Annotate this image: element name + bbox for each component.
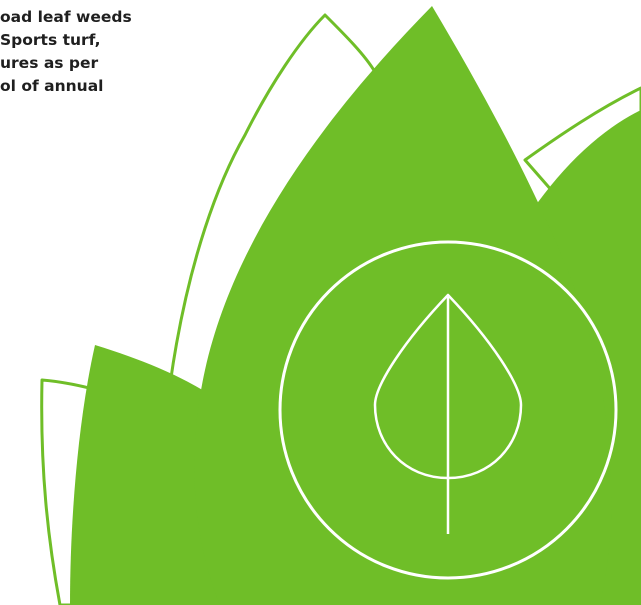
- description-line-3: ures as per: [0, 54, 99, 72]
- description-text: oad leaf weeds Sports turf, ures as per …: [0, 6, 300, 98]
- description-line-4: ol of annual: [0, 77, 104, 95]
- icon-circle: [278, 240, 618, 580]
- leaf-in-circle-icon: [278, 240, 618, 580]
- solid-leaf-main: [194, 6, 612, 605]
- outline-leaf-right: [523, 86, 641, 202]
- description-line-2: Sports turf,: [0, 31, 101, 49]
- description-line-1: oad leaf weeds: [0, 8, 132, 26]
